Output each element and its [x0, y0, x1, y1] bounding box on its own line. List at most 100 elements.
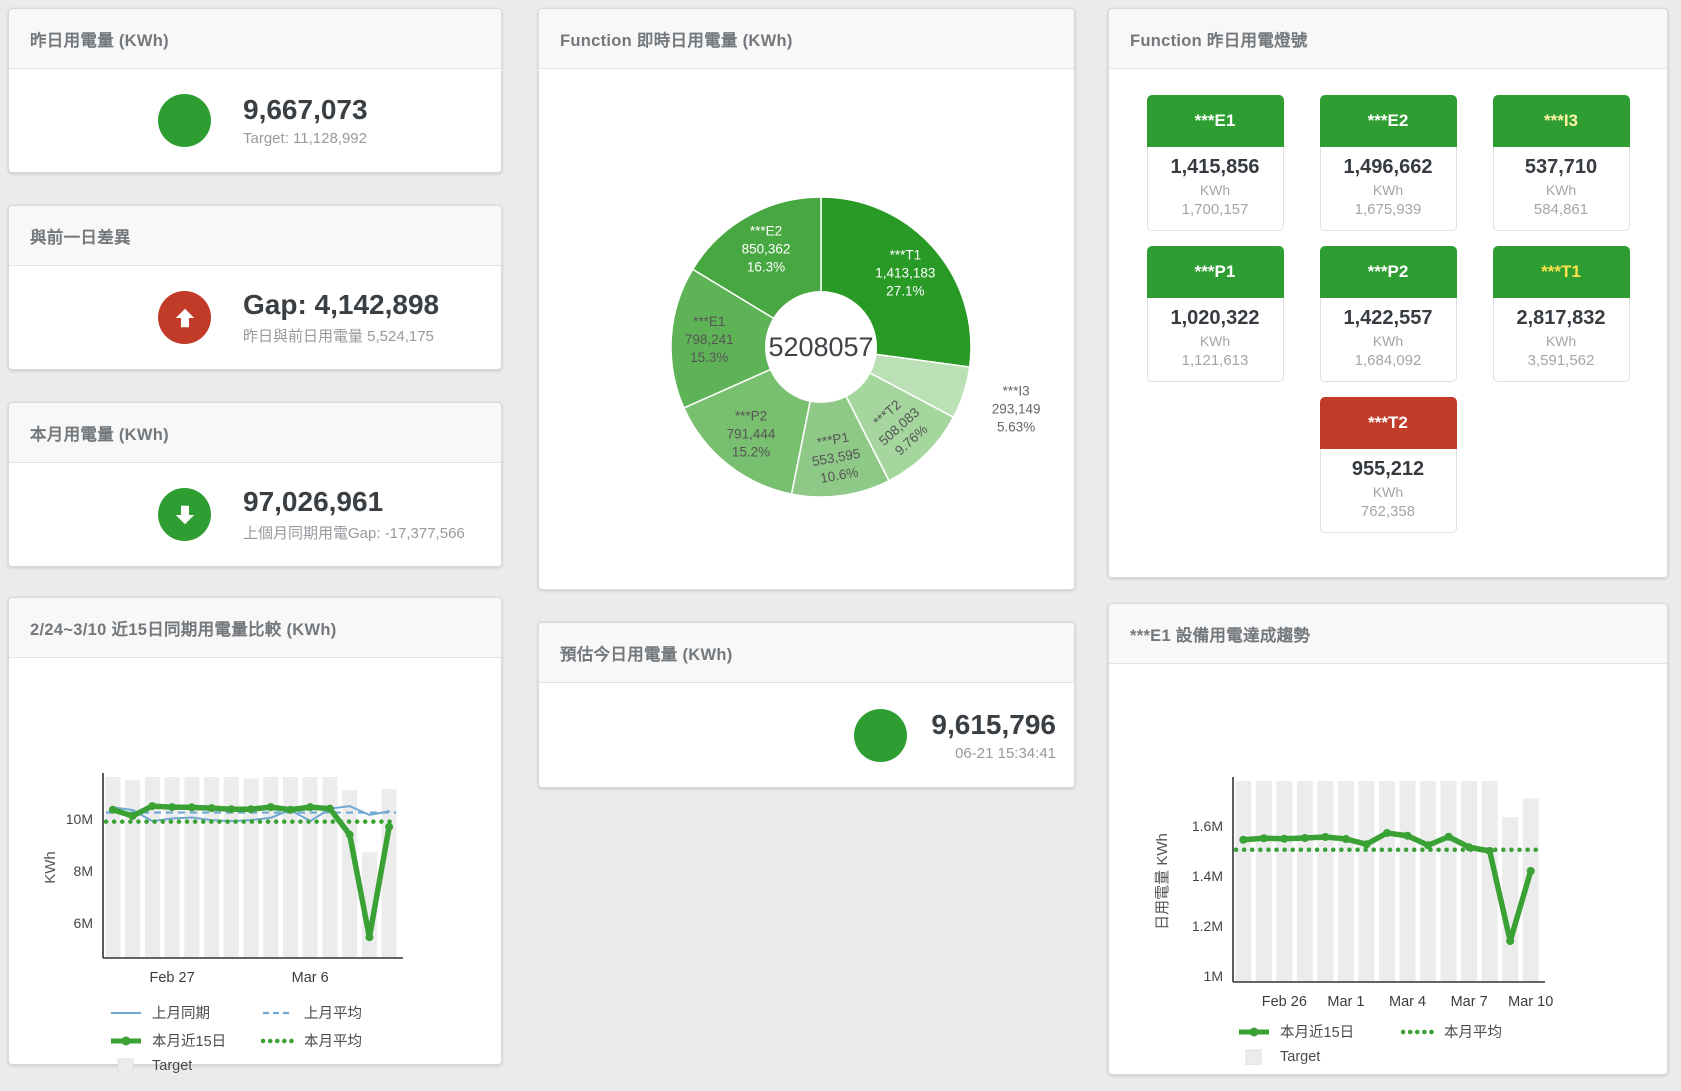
- target-bar: [1337, 781, 1354, 982]
- legend-item-Target[interactable]: Target: [109, 1058, 192, 1074]
- legend-item-本月平均[interactable]: 本月平均: [261, 1030, 362, 1051]
- series-marker: [207, 804, 216, 813]
- yesterday-usage-value: 9,667,073: [243, 94, 368, 125]
- month-usage-value: 97,026,961: [243, 486, 384, 517]
- legend-swatch: [1239, 1027, 1269, 1036]
- donut-label-***P2: ***P2 791,444 15.2%: [727, 408, 776, 459]
- light-tile-name: ***T1: [1492, 246, 1630, 298]
- y-tick-label: 6M: [74, 915, 93, 931]
- light-tile-target: 762,358: [1360, 503, 1416, 520]
- panel-yesterday-lights: Function 昨日用電燈號 ***E1 1,415,856 KWh 1,700,1…: [1108, 8, 1668, 578]
- target-bar: [1502, 817, 1519, 982]
- x-tick-label: Mar 10: [1508, 994, 1553, 1009]
- legend-item-本月近15日[interactable]: 本月近15日: [109, 1030, 261, 1051]
- light-tile-value: 2,817,832: [1516, 307, 1606, 329]
- target-bar: [204, 777, 220, 958]
- legend-label: Target: [152, 1058, 193, 1074]
- series-marker: [128, 811, 137, 820]
- compare-chart[interactable]: 6M 8M 10M Feb 27 Mar 6 KWh: [9, 658, 503, 990]
- panel-title: 昨日用電量 (KWh): [30, 31, 169, 50]
- target-bar: [223, 777, 239, 958]
- light-tile-target: 584,861: [1533, 201, 1589, 218]
- light-tile-body: 1,415,856 KWh 1,700,157: [1146, 147, 1284, 231]
- donut-slice-***E1[interactable]: [670, 268, 823, 409]
- x-tick-label: Feb 27: [149, 970, 194, 986]
- x-tick-label: Mar 1: [1327, 994, 1364, 1009]
- light-tile-name: ***P2: [1319, 246, 1457, 298]
- light-tile-name: ***P1: [1146, 246, 1284, 298]
- donut-label-***I3: ***I3 293,149 5.63%: [992, 384, 1041, 435]
- estimate-today-value: 9,615,796: [931, 708, 1056, 740]
- target-bar: [1461, 781, 1478, 982]
- light-tile-***T1: ***T1 2,817,832 KWh 3,591,562: [1492, 246, 1630, 382]
- donut-label-***E1: ***E1 798,241 15.3%: [685, 314, 734, 365]
- legend-label: 上月同期: [152, 1006, 210, 1022]
- target-bar: [381, 788, 397, 958]
- series-marker: [1526, 867, 1535, 875]
- light-tile-value: 1,422,557: [1343, 307, 1433, 329]
- panel-realtime-donut: Function 即時日用電量 (KWh) 5208057 ***T1 1,413,…: [538, 8, 1075, 590]
- legend-item-本月近15日[interactable]: 本月近15日: [1237, 1021, 1401, 1042]
- target-bar: [1399, 781, 1416, 982]
- month-usage-gap: 上個月同期用電Gap: -17,377,566: [243, 525, 465, 542]
- panel-header: 與前一日差異: [9, 206, 501, 266]
- realtime-usage-donut-chart[interactable]: 5208057 ***T1 1,413,183 27.1% ***I3 293,149 5.…: [539, 69, 1074, 549]
- donut-center-hole: [765, 291, 877, 403]
- panel-title: Function 昨日用電燈號: [1130, 31, 1308, 50]
- status-circle-icon: [158, 488, 211, 541]
- series-marker: [1362, 840, 1371, 849]
- series-marker: [1403, 831, 1412, 840]
- panel-header: ***E1 設備用電達成趨勢: [1109, 604, 1667, 664]
- target-bar: [1420, 781, 1437, 982]
- target-bar: [164, 777, 180, 958]
- light-tile-body: 955,212 KWh 762,358: [1319, 449, 1457, 533]
- light-tile-body: 1,496,662 KWh 1,675,939: [1319, 147, 1457, 231]
- x-tick-label: Mar 7: [1451, 994, 1488, 1009]
- target-bar: [1317, 781, 1334, 982]
- light-tile-target: 3,591,562: [1527, 352, 1595, 369]
- panel-month-usage: 本月用電量 (KWh) 97,026,961 上個月同期用電Gap: -17,3…: [8, 402, 502, 567]
- legend-item-上月同期[interactable]: 上月同期: [109, 1002, 261, 1023]
- day-gap-subtitle: 昨日與前日用電量 5,524,175: [243, 328, 434, 345]
- target-bar: [1358, 781, 1375, 982]
- series-marker: [148, 802, 157, 811]
- light-tile-target: 1,675,939: [1354, 201, 1422, 218]
- legend-item-本月平均[interactable]: 本月平均: [1401, 1021, 1502, 1042]
- legend-swatch: [263, 1011, 293, 1014]
- e1-trend-chart[interactable]: 1M 1.2M 1.4M 1.6M Feb 26 Mar 1 Mar 4 Mar 7 Mar 1…: [1109, 664, 1669, 1010]
- target-bar: [105, 777, 121, 958]
- yesterday-usage-target: Target: 11,128,992: [243, 130, 367, 147]
- legend-item-Target[interactable]: Target: [1237, 1049, 1320, 1065]
- series-marker: [325, 804, 334, 813]
- panel-title: Function 即時日用電量 (KWh): [560, 31, 793, 50]
- light-tile-target: 1,684,092: [1354, 352, 1422, 369]
- legend-swatch: [111, 1011, 141, 1014]
- target-bar: [322, 777, 338, 958]
- panel-day-gap: 與前一日差異 Gap: 4,142,898 昨日與前日用電量 5,524,175: [8, 205, 502, 370]
- light-tile-value: 1,496,662: [1343, 156, 1433, 178]
- series-marker: [1424, 841, 1433, 850]
- light-tile-***E1: ***E1 1,415,856 KWh 1,700,157: [1146, 95, 1284, 231]
- light-tile-value: 537,710: [1524, 156, 1598, 178]
- legend-label: 本月平均: [1444, 1025, 1502, 1041]
- light-tile-name: ***I3: [1492, 95, 1630, 147]
- series-marker: [108, 805, 117, 814]
- target-bar: [1522, 798, 1539, 982]
- y-tick-label: 8M: [74, 863, 93, 879]
- series-marker: [1341, 835, 1350, 843]
- light-tile-body: 537,710 KWh 584,861: [1492, 147, 1630, 231]
- series-marker: [187, 803, 196, 812]
- series-marker: [385, 822, 394, 831]
- light-tile-***P1: ***P1 1,020,322 KWh 1,121,613: [1146, 246, 1284, 382]
- light-tile-unit: KWh: [1545, 333, 1577, 349]
- legend-label: 上月平均: [304, 1006, 362, 1022]
- donut-center-total: 5208057: [768, 332, 873, 362]
- legend-item-上月平均[interactable]: 上月平均: [261, 1002, 362, 1023]
- legend-swatch: [111, 1036, 141, 1045]
- donut-label-***E2: ***E2 850,362 16.3%: [742, 223, 791, 274]
- panel-header: Function 昨日用電燈號: [1109, 9, 1667, 69]
- light-tile-unit: KWh: [1199, 182, 1231, 198]
- light-tile-name: ***E2: [1319, 95, 1457, 147]
- series-marker: [247, 805, 255, 814]
